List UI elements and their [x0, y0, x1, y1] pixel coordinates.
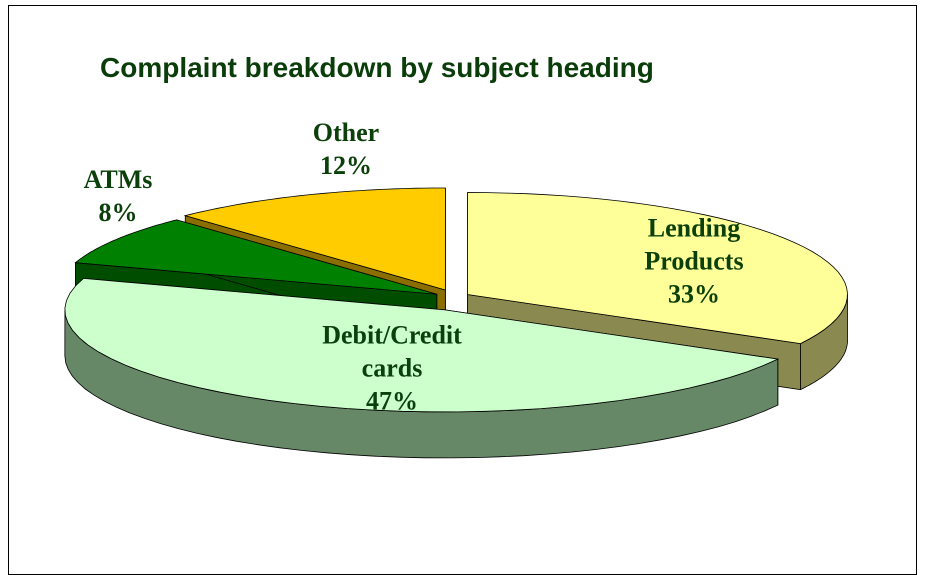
pie-slice [183, 187, 446, 291]
pie-slice [467, 192, 848, 345]
chart-title: Complaint breakdown by subject heading [100, 52, 654, 83]
slice-label: ATMs 8% [63, 163, 173, 229]
value-label: 33% [668, 279, 720, 309]
pie-slice [64, 277, 780, 413]
category-label: Lending Products [644, 213, 744, 276]
category-label: ATMs [83, 165, 153, 194]
slice-label: Other 12% [291, 116, 401, 182]
pie-slice [74, 219, 437, 295]
value-label: 8% [98, 198, 138, 227]
category-label: Other [312, 118, 380, 147]
category-label: Debit/Credit cards [322, 320, 462, 383]
slice-label: Debit/Credit cards 47% [321, 319, 463, 418]
value-label: 47% [366, 386, 418, 416]
value-label: 12% [320, 151, 372, 180]
slice-label: Lending Products 33% [614, 212, 774, 311]
